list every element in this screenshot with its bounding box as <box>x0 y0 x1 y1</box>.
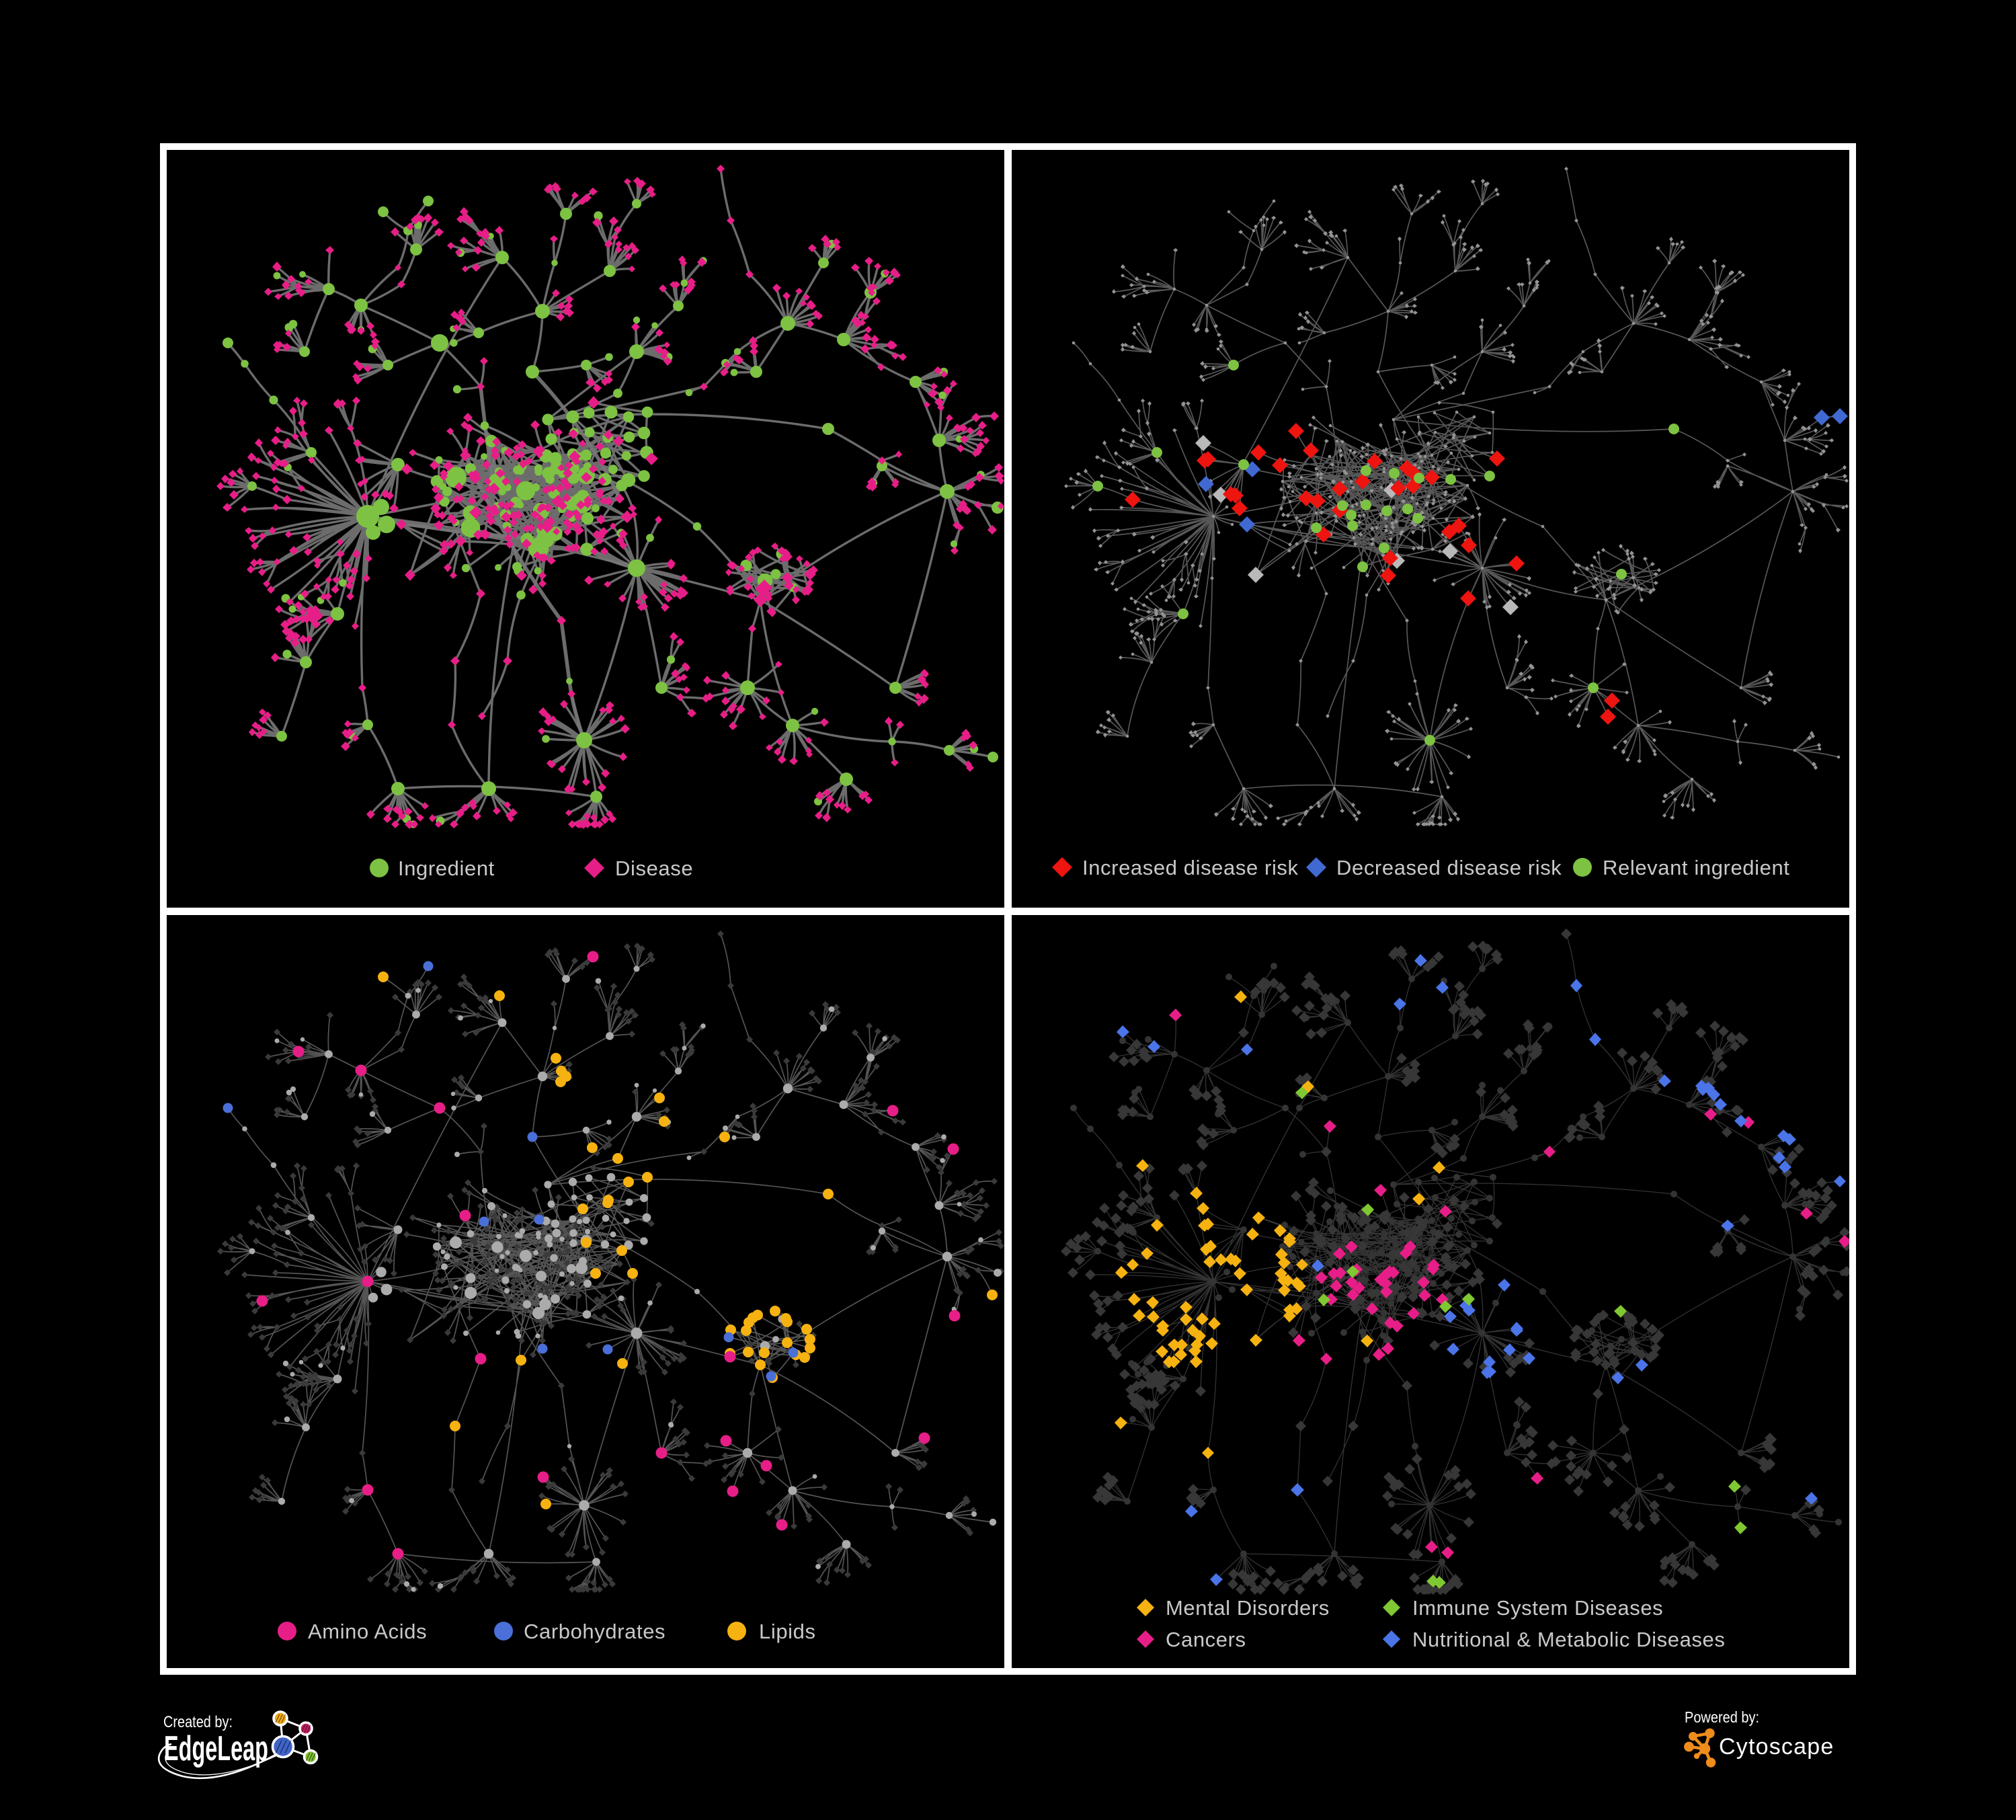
svg-text:Amino Acids: Amino Acids <box>308 1620 427 1643</box>
svg-text:Decreased disease risk: Decreased disease risk <box>1336 856 1562 879</box>
svg-text:Ingredient: Ingredient <box>398 857 495 880</box>
svg-text:Immune System Diseases: Immune System Diseases <box>1412 1596 1663 1620</box>
svg-text:Mental Disorders: Mental Disorders <box>1166 1596 1330 1620</box>
svg-text:Carbohydrates: Carbohydrates <box>524 1620 666 1643</box>
svg-text:Powered by:: Powered by: <box>1685 1708 1759 1726</box>
svg-text:Created by:: Created by: <box>163 1713 233 1731</box>
svg-text:Cytoscape: Cytoscape <box>1719 1734 1834 1759</box>
svg-text:Increased disease risk: Increased disease risk <box>1082 856 1299 879</box>
svg-text:Cancers: Cancers <box>1166 1628 1246 1651</box>
svg-text:Relevant ingredient: Relevant ingredient <box>1603 856 1790 879</box>
svg-text:Lipids: Lipids <box>759 1620 816 1643</box>
svg-text:Disease: Disease <box>615 857 693 880</box>
svg-text:Nutritional & Metabolic Diseas: Nutritional & Metabolic Diseases <box>1412 1628 1725 1651</box>
svg-text:EdgeLeap: EdgeLeap <box>164 1729 268 1768</box>
